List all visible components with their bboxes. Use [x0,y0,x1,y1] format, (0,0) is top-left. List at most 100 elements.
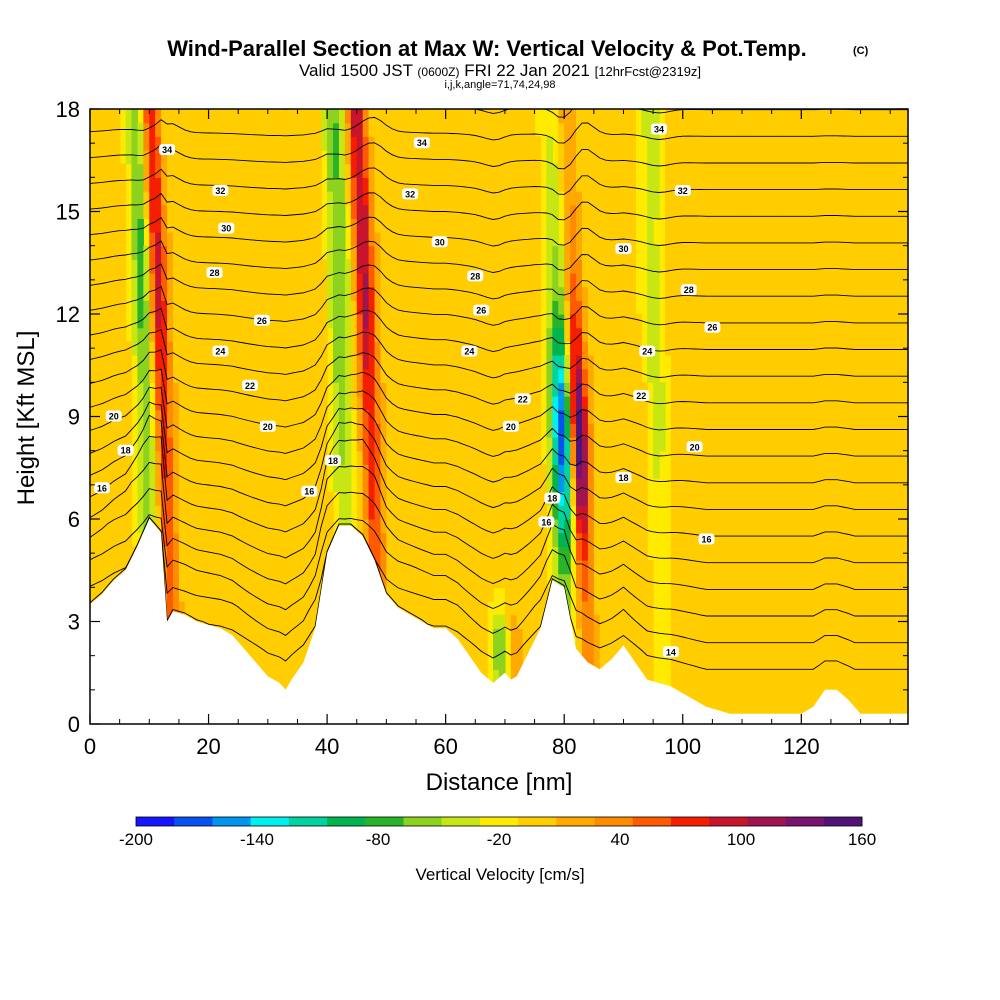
velocity-cell [398,273,405,288]
velocity-cell [143,122,150,137]
velocity-cell [605,409,613,424]
velocity-cell [338,382,346,397]
velocity-cell [676,382,684,397]
velocity-cell [629,491,636,506]
velocity-cell [303,150,310,165]
velocity-cell [250,437,257,452]
velocity-cell [232,628,239,643]
velocity-cell [730,573,737,588]
velocity-cell [670,573,678,588]
velocity-cell [510,560,518,575]
velocity-cell [641,560,648,575]
velocity-cell [664,218,672,233]
velocity-cell [730,232,737,247]
velocity-cell [599,423,607,438]
velocity-cell [510,505,518,520]
velocity-cell [386,560,393,575]
velocity-cell [350,327,358,342]
velocity-cell [338,259,346,274]
velocity-cell [771,286,779,301]
velocity-cell [753,218,761,233]
velocity-cell [581,437,589,452]
velocity-cell [682,191,690,206]
velocity-cell [747,300,755,315]
velocity-cell [552,163,559,178]
velocity-cell [291,314,299,329]
velocity-cell [670,191,678,206]
velocity-cell [676,437,684,452]
velocity-cell [771,683,779,698]
velocity-cell [712,204,719,219]
velocity-cell [421,122,429,137]
velocity-cell [581,546,589,561]
velocity-cell [356,327,364,342]
velocity-cell [451,300,459,315]
velocity-cell [285,177,293,192]
velocity-cell [777,642,785,657]
velocity-cell [789,587,796,602]
velocity-cell [167,150,174,165]
velocity-cell [261,409,269,424]
velocity-cell [273,464,281,479]
velocity-cell [327,519,334,534]
velocity-cell [759,355,767,370]
velocity-cell [161,437,168,452]
velocity-cell [267,587,275,602]
velocity-cell [196,560,204,575]
velocity-cell [303,273,310,288]
velocity-cell [528,546,536,561]
velocity-cell [765,669,773,684]
velocity-cell [623,628,631,643]
velocity-cell [694,204,702,219]
velocity-cell [765,191,773,206]
velocity-cell [184,163,192,178]
velocity-cell [439,122,447,137]
velocity-cell [421,409,429,424]
velocity-cell [653,437,660,452]
velocity-cell [617,587,625,602]
velocity-cell [664,232,672,247]
velocity-cell [386,314,393,329]
velocity-cell [676,505,684,520]
velocity-cell [499,355,506,370]
velocity-cell [605,191,613,206]
velocity-cell [742,109,749,124]
velocity-cell [510,669,518,684]
velocity-cell [250,136,257,151]
velocity-cell [226,382,233,397]
velocity-cell [392,464,399,479]
velocity-cell [700,601,708,616]
velocity-cell [481,204,488,219]
velocity-cell [410,232,417,247]
velocity-cell [196,423,204,438]
velocity-cell [380,532,387,547]
velocity-cell [570,191,577,206]
velocity-cell [273,587,281,602]
velocity-cell [534,177,542,192]
velocity-cell [196,327,204,342]
velocity-cell [356,136,364,151]
velocity-cell [611,409,619,424]
velocity-cell [629,136,636,151]
velocity-cell [789,669,796,684]
velocity-cell [688,409,696,424]
velocity-cell [682,505,690,520]
velocity-cell [765,218,773,233]
velocity-cell [356,259,364,274]
velocity-cell [410,314,417,329]
velocity-cell [481,314,488,329]
velocity-cell [362,532,370,547]
velocity-cell [297,245,304,260]
velocity-cell [540,464,548,479]
velocity-cell [730,341,737,356]
velocity-cell [433,177,441,192]
velocity-cell [771,560,779,575]
velocity-cell [190,122,198,137]
velocity-cell [321,368,328,383]
velocity-cell [706,136,713,151]
velocity-cell [700,245,708,260]
velocity-cell [587,341,595,356]
velocity-cell [291,642,299,657]
velocity-cell [368,218,376,233]
velocity-cell [279,273,287,288]
